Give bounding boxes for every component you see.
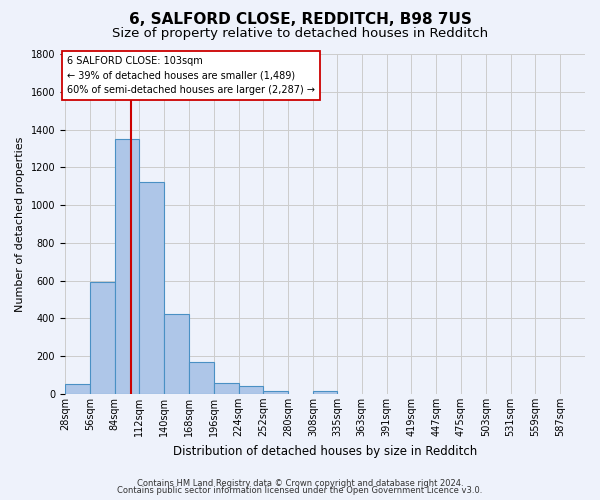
Bar (239, 386, 263, 394)
Text: 6 SALFORD CLOSE: 103sqm
← 39% of detached houses are smaller (1,489)
60% of semi: 6 SALFORD CLOSE: 103sqm ← 39% of detache… (67, 56, 314, 96)
Bar (214, 382, 239, 394)
Bar (263, 391, 288, 394)
Bar (90, 282, 115, 394)
Text: Contains public sector information licensed under the Open Government Licence v3: Contains public sector information licen… (118, 486, 482, 495)
Y-axis label: Number of detached properties: Number of detached properties (15, 136, 25, 312)
Bar (313, 391, 337, 394)
X-axis label: Distribution of detached houses by size in Redditch: Distribution of detached houses by size … (173, 444, 477, 458)
Text: Contains HM Land Registry data © Crown copyright and database right 2024.: Contains HM Land Registry data © Crown c… (137, 478, 463, 488)
Bar (164, 314, 189, 394)
Bar (139, 182, 164, 394)
Bar (115, 139, 139, 394)
Bar (189, 362, 214, 394)
Text: Size of property relative to detached houses in Redditch: Size of property relative to detached ho… (112, 28, 488, 40)
Bar (65, 384, 90, 394)
Text: 6, SALFORD CLOSE, REDDITCH, B98 7US: 6, SALFORD CLOSE, REDDITCH, B98 7US (128, 12, 472, 28)
